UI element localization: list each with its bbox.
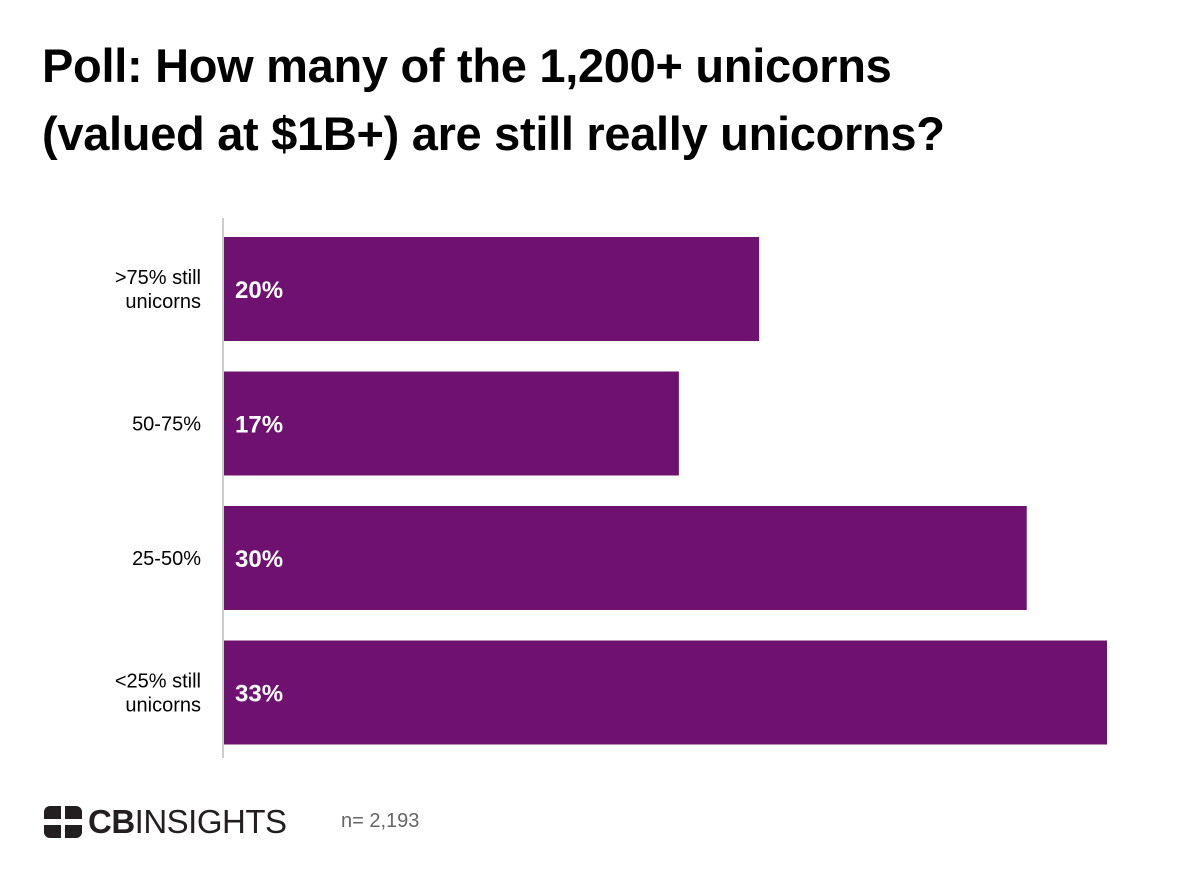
category-label-3-1: unicorns [125, 695, 201, 717]
category-label-3-0: <25% still [115, 671, 201, 693]
bar-0 [224, 237, 760, 341]
logo-text-regular: INSIGHTS [134, 803, 287, 840]
category-label-0-1: unicorns [125, 291, 201, 313]
chart-title-line-2: (valued at $1B+) are still really unicor… [42, 107, 945, 160]
bar-3 [224, 640, 1107, 745]
cb-insights-logo: CBINSIGHTS [88, 800, 287, 844]
bar-2 [224, 506, 1027, 610]
chart-title: Poll: How many of the 1,200+ unicorns (v… [42, 32, 1162, 168]
cb-insights-logo-icon [44, 806, 82, 838]
category-label-0-0: >75% still [115, 267, 201, 289]
bar-value-label-3: 33% [235, 681, 283, 708]
category-label-2-0: 25-50% [132, 548, 201, 570]
chart-title-line-1: Poll: How many of the 1,200+ unicorns [42, 39, 892, 92]
category-label-1-0: 50-75% [132, 414, 201, 436]
bar-value-label-0: 20% [235, 277, 283, 304]
bar-1 [224, 371, 679, 476]
logo-text-bold: CB [88, 803, 135, 840]
bar-value-label-2: 30% [235, 546, 283, 573]
sample-size-note: n= 2,193 [341, 810, 420, 832]
footer: CBINSIGHTS [44, 800, 287, 844]
bar-value-label-1: 17% [235, 412, 283, 439]
